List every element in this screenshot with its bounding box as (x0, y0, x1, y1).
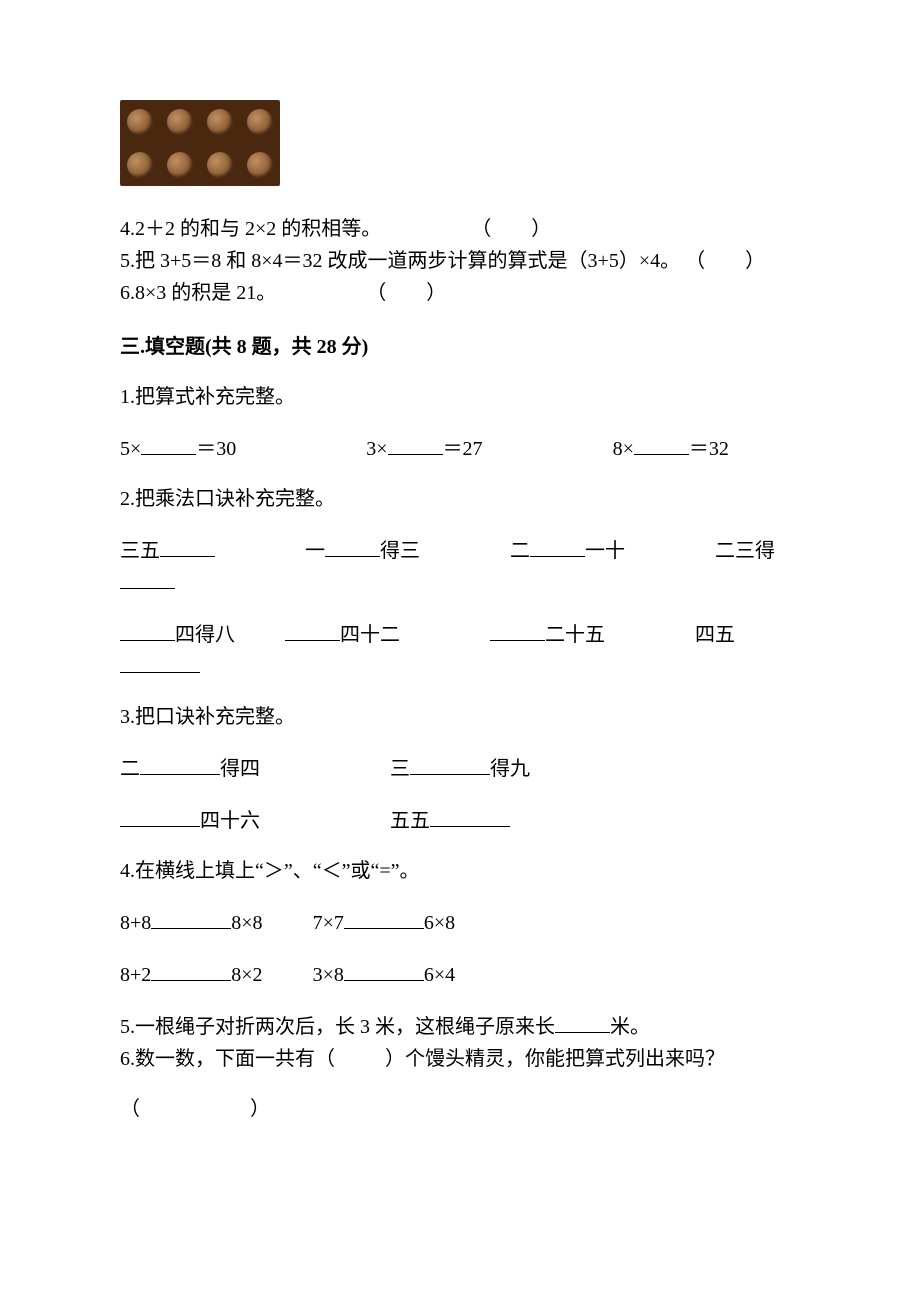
q2r2a-post: 四得八 (175, 624, 235, 646)
fill-q4-row1: 8+8 8×8 7×7 6×8 (120, 906, 800, 938)
paren: （ ） (366, 282, 446, 304)
blank (120, 618, 175, 641)
worksheet-page: 4.2＋2 的和与 2×2 的积相等。 （ ） 5.把 3+5＝8 和 8×4＝… (0, 0, 920, 1204)
blank (120, 566, 175, 589)
judge-q6: 6.8×3 的积是 21。 （ ） (120, 278, 800, 308)
q4r2b-left: 3×8 (313, 964, 344, 986)
q1-item1-left: 5× (120, 438, 141, 460)
q4r2a-right: 8×2 (231, 964, 262, 986)
q1-item2-right: ＝27 (443, 438, 483, 460)
fill-q3-row1: 二 得四 三 得九 (120, 752, 800, 784)
blank (410, 752, 490, 775)
judge-q4: 4.2＋2 的和与 2×2 的积相等。 （ ） (120, 214, 800, 244)
q1-item3-right: ＝32 (689, 438, 729, 460)
dot (207, 109, 233, 135)
dot-array-image (120, 100, 280, 186)
fill-q3-row2: 四十六 五五 (120, 804, 800, 836)
dot (247, 109, 273, 135)
blank (120, 804, 200, 827)
judge-q4-text: 4.2＋2 的和与 2×2 的积相等。 (120, 218, 381, 240)
q4r2a-left: 8+2 (120, 964, 151, 986)
blank (285, 618, 340, 641)
q2r1b-post: 得三 (380, 540, 420, 562)
blank (344, 906, 424, 929)
fill-q4-row2: 8+2 8×2 3×8 6×4 (120, 958, 800, 990)
q6-open: （ (120, 1098, 140, 1120)
blank (325, 534, 380, 557)
fill-q1-prompt: 1.把算式补充完整。 (120, 382, 800, 412)
q6-mid: ）个馒头精灵，你能把算式列出来吗？ (385, 1048, 725, 1070)
dot-row (120, 143, 280, 186)
q5-post: 米。 (610, 1016, 650, 1038)
fill-q1-row: 5× ＝30 3× ＝27 8× ＝32 (120, 432, 800, 464)
q4r1b-left: 7×7 (313, 912, 344, 934)
dot (127, 109, 153, 135)
q3r1b-pre: 三 (390, 758, 410, 780)
fill-q2-row2: 四得八 四十二 二十五 四五 (120, 618, 800, 682)
dot (127, 152, 153, 178)
fill-q6-answer: （） (120, 1094, 800, 1124)
judge-q5-text: 5.把 3+5＝8 和 8×4＝32 改成一道两步计算的算式是（3+5）×4。 (120, 250, 680, 272)
q5-pre: 5.一根绳子对折两次后，长 3 米，这根绳子原来长 (120, 1016, 555, 1038)
q2r1c-pre: 二 (510, 540, 530, 562)
blank (490, 618, 545, 641)
blank (120, 650, 200, 673)
blank (344, 958, 424, 981)
dot (247, 152, 273, 178)
q3r1a-pre: 二 (120, 758, 140, 780)
blank (430, 804, 510, 827)
fill-q6: 6.数一数，下面一共有（ ）个馒头精灵，你能把算式列出来吗？ (120, 1044, 800, 1074)
fill-q4-prompt: 4.在横线上填上“＞”、“＜”或“=”。 (120, 856, 800, 886)
q4r1a-right: 8×8 (231, 912, 262, 934)
q4r1b-right: 6×8 (424, 912, 455, 934)
dot-row (120, 100, 280, 143)
dot (167, 109, 193, 135)
dot (167, 152, 193, 178)
q2r1b-pre: 一 (305, 540, 325, 562)
q1-item3-left: 8× (613, 438, 634, 460)
q2r1c-post: 一十 (585, 540, 625, 562)
q2r2c-post: 二十五 (545, 624, 605, 646)
blank (151, 958, 231, 981)
q2r2b-post: 四十二 (340, 624, 400, 646)
blank (530, 534, 585, 557)
section3-heading: 三.填空题(共 8 题，共 28 分) (120, 332, 800, 362)
paren: （ ） (471, 218, 551, 240)
blank (141, 432, 196, 455)
q1-item2-left: 3× (366, 438, 387, 460)
fill-q2-prompt: 2.把乘法口诀补充完整。 (120, 484, 800, 514)
q6-pre: 6.数一数，下面一共有（ (120, 1048, 335, 1070)
judge-q5: 5.把 3+5＝8 和 8×4＝32 改成一道两步计算的算式是（3+5）×4。 … (120, 246, 800, 276)
q3r1b-post: 得九 (490, 758, 530, 780)
fill-q3-prompt: 3.把口诀补充完整。 (120, 702, 800, 732)
q3r2b-pre: 五五 (390, 810, 430, 832)
dot (207, 152, 233, 178)
blank (151, 906, 231, 929)
q2r1d-pre: 二三得 (715, 540, 775, 562)
q3r1a-post: 得四 (220, 758, 260, 780)
q2r1a-pre: 三五 (120, 540, 160, 562)
blank (160, 534, 215, 557)
fill-q5: 5.一根绳子对折两次后，长 3 米，这根绳子原来长 米。 (120, 1010, 800, 1042)
q4r2b-right: 6×4 (424, 964, 455, 986)
blank (634, 432, 689, 455)
q1-item1-right: ＝30 (196, 438, 236, 460)
blank (555, 1010, 610, 1033)
blank (388, 432, 443, 455)
paren: （ ） (685, 250, 765, 272)
judge-q6-text: 6.8×3 的积是 21。 (120, 282, 276, 304)
q6-close: ） (250, 1098, 270, 1120)
blank (140, 752, 220, 775)
q4r1a-left: 8+8 (120, 912, 151, 934)
q3r2a-post: 四十六 (200, 810, 260, 832)
q2r2d-pre: 四五 (695, 624, 735, 646)
fill-q2-row1: 三五 一 得三 二 一十 二三得 (120, 534, 800, 598)
